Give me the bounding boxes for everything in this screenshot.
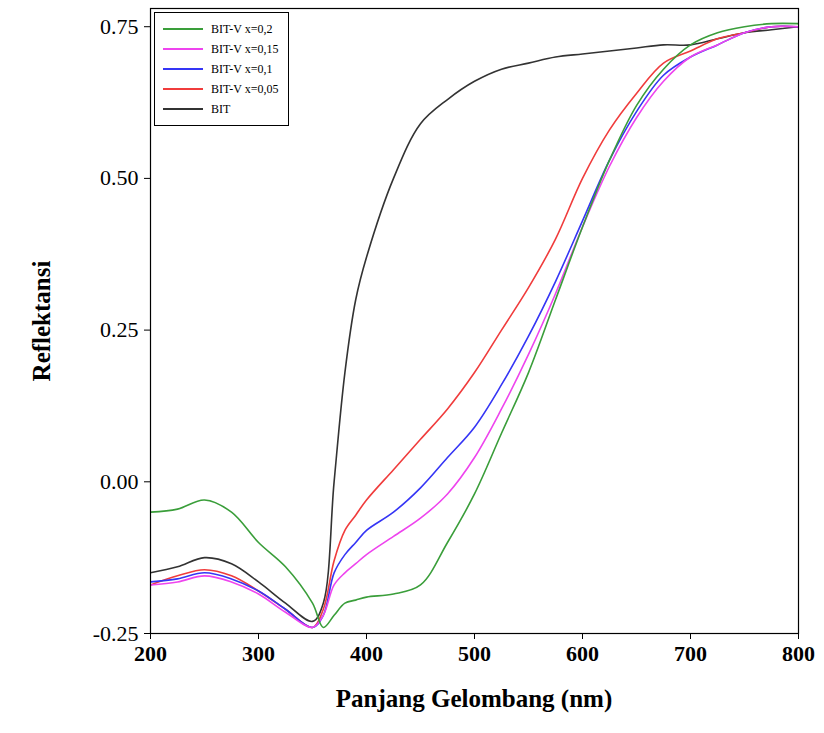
svg-text:500: 500 <box>458 641 491 666</box>
svg-text:700: 700 <box>674 641 707 666</box>
svg-text:400: 400 <box>350 641 383 666</box>
svg-text:-0.25: -0.25 <box>93 621 139 646</box>
svg-text:0.50: 0.50 <box>100 165 139 190</box>
svg-text:0.00: 0.00 <box>100 469 139 494</box>
svg-text:200: 200 <box>134 641 167 666</box>
html-text:Panjang Gelombang (nm): Panjang Gelombang (nm) <box>335 685 613 712</box>
html-text:BIT-V x=0,15: BIT-V x=0,15 <box>211 41 279 56</box>
html-text:BIT: BIT <box>211 101 231 116</box>
html-text:BIT-V x=0,2: BIT-V x=0,2 <box>211 21 273 36</box>
html-text:BIT-V x=0,1: BIT-V x=0,1 <box>211 61 273 76</box>
svg-text:0.75: 0.75 <box>100 14 139 39</box>
svg-text:600: 600 <box>566 641 599 666</box>
svg-text:800: 800 <box>782 641 815 666</box>
svg-text:0.25: 0.25 <box>100 317 139 342</box>
svg-text:300: 300 <box>242 641 275 666</box>
html-text:BIT-V x=0,05: BIT-V x=0,05 <box>211 81 279 96</box>
html-text:Reflektansi: Reflektansi <box>28 260 55 381</box>
